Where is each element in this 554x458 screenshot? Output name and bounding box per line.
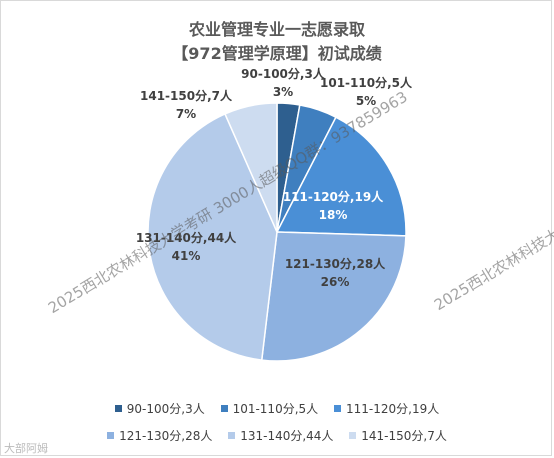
- slice-label-name: 101-110分,5人: [320, 75, 413, 90]
- slice-label-name: 90-100分,3人: [241, 66, 326, 81]
- slice-label-percent: 3%: [273, 85, 293, 99]
- legend-label: 101-110分,5人: [232, 402, 319, 416]
- corner-logo: 大部阿姆: [4, 442, 48, 455]
- slice-label-percent: 5%: [356, 94, 376, 108]
- pie-slice: [275, 116, 407, 237]
- legend-swatch: [114, 405, 122, 412]
- slice-label-percent: 7%: [176, 107, 196, 121]
- chart-title-line1: 农业管理专业一志愿录取: [188, 20, 365, 39]
- legend-item: 131-140分,44人: [228, 427, 333, 444]
- legend-item: 90-100分,3人: [114, 400, 205, 417]
- slice-label-name: 141-150分,7人: [140, 88, 233, 103]
- legend-item: 141-150分,7人: [349, 427, 447, 444]
- pie-slice: [224, 102, 278, 233]
- pie-slice: [147, 112, 278, 361]
- legend-swatch: [107, 432, 115, 439]
- legend-swatch: [220, 405, 228, 412]
- legend-label: 111-120分,19人: [345, 402, 440, 416]
- legend-swatch: [349, 432, 357, 439]
- legend-item: 121-130分,28人: [107, 427, 212, 444]
- legend-swatch: [333, 405, 341, 412]
- legend-swatch: [228, 432, 236, 439]
- slice-label-name: 131-140分,44人: [136, 230, 237, 245]
- slice-label-percent: 26%: [321, 275, 350, 289]
- legend-item: 101-110分,5人: [220, 400, 319, 417]
- legend-label: 141-150分,7人: [361, 429, 447, 443]
- legend-row-2: 121-130分,28人 131-140分,44人 141-150分,7人: [0, 427, 554, 444]
- legend-label: 90-100分,3人: [126, 402, 205, 416]
- legend-label: 131-140分,44人: [240, 429, 334, 443]
- chart-title-line2: 【972管理学原理】初试成绩: [172, 44, 382, 63]
- slice-label-name: 111-120分,19人: [283, 189, 384, 204]
- slice-label-percent: 41%: [172, 249, 201, 263]
- slice-label-name: 121-130分,28人: [285, 256, 386, 271]
- legend-label: 121-130分,28人: [119, 429, 213, 443]
- legend-row-1: 90-100分,3人 101-110分,5人 111-120分,19人: [0, 400, 554, 417]
- slice-label-percent: 18%: [319, 208, 348, 222]
- legend-item: 111-120分,19人: [333, 400, 440, 417]
- pie-slice: [260, 231, 407, 362]
